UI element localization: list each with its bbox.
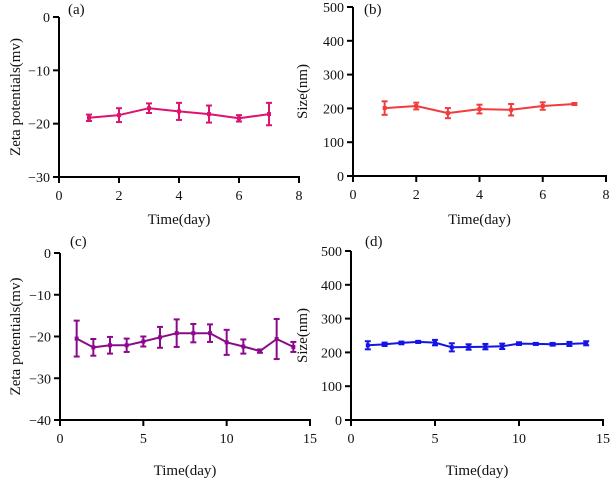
y-tick-label: 0	[44, 247, 51, 262]
x-tick-label: 15	[596, 432, 610, 447]
y-tick-label: 300	[323, 69, 344, 84]
x-tick-label: 4	[476, 188, 483, 203]
y-tick-label: −30	[28, 171, 50, 186]
data-point	[445, 111, 450, 116]
data-point	[108, 343, 112, 348]
data-point	[414, 104, 419, 109]
data-point	[584, 341, 589, 346]
x-axis-title: Time(day)	[148, 212, 211, 228]
data-point	[267, 112, 271, 117]
y-axis-title: Zeta potentials(mv)	[8, 38, 24, 156]
data-point	[365, 343, 370, 348]
panel-c: 0 −10 −20 −30 −40 0 5 10 15 Time(day) Zeta potenti…	[8, 234, 317, 478]
data-point	[540, 104, 545, 109]
data-point	[382, 342, 387, 347]
x-tick-label: 6	[236, 189, 243, 204]
panel-label: (c)	[70, 234, 87, 250]
x-tick-label: 4	[176, 189, 183, 204]
data-point	[147, 106, 151, 111]
y-tick-label: 0	[43, 11, 50, 26]
x-tick-label: 10	[220, 432, 234, 447]
data-point	[124, 343, 129, 348]
x-tick-label: 10	[512, 432, 526, 447]
data-point	[449, 345, 454, 350]
y-tick-label: 200	[321, 346, 342, 361]
y-tick-label: −10	[28, 64, 50, 79]
y-tick-label: 0	[337, 170, 344, 185]
data-point	[416, 339, 421, 344]
y-tick-label: 100	[323, 136, 344, 151]
y-tick-label: 0	[335, 414, 342, 429]
x-tick-label: 2	[116, 189, 123, 204]
panel-label: (d)	[365, 234, 383, 250]
x-tick-label: 5	[432, 432, 439, 447]
data-point	[117, 113, 121, 118]
panel-a: 0 −10 −20 −30 0 2 4 6 8 Time(day) Zeta potentials(…	[8, 2, 303, 228]
data-point	[87, 115, 91, 120]
data-point	[191, 331, 196, 336]
y-tick-label: 500	[323, 1, 344, 16]
data-point	[241, 344, 246, 349]
data-point	[382, 106, 387, 111]
y-tick-label: 500	[321, 245, 342, 260]
data-point	[207, 112, 211, 117]
x-tick-label: 0	[348, 432, 355, 447]
x-tick-label: 0	[57, 432, 64, 447]
y-tick-label: −10	[29, 289, 51, 304]
x-axis-title: Time(day)	[446, 463, 509, 478]
y-tick-label: −30	[29, 372, 51, 387]
data-point	[550, 342, 555, 347]
data-point	[291, 344, 296, 349]
y-tick-label: 300	[321, 313, 342, 328]
y-tick-label: −20	[28, 118, 50, 133]
x-tick-label: 0	[56, 189, 63, 204]
y-tick-label: −40	[29, 414, 51, 429]
data-point	[572, 102, 577, 107]
data-point	[466, 344, 471, 349]
data-point	[274, 337, 279, 342]
data-point	[74, 336, 79, 341]
data-point	[399, 340, 404, 345]
y-tick-label: 400	[323, 35, 344, 50]
data-point	[433, 340, 437, 345]
data-point	[483, 344, 488, 349]
x-axis-title: Time(day)	[154, 463, 217, 478]
data-point	[91, 345, 96, 350]
x-tick-label: 5	[140, 432, 147, 447]
x-tick-label: 0	[350, 188, 357, 203]
panel-label: (a)	[68, 2, 85, 18]
x-axis-title: Time(day)	[448, 212, 511, 228]
data-point	[509, 107, 514, 112]
data-point	[567, 341, 572, 346]
x-tick-label: 8	[603, 188, 610, 203]
data-point	[477, 107, 482, 112]
data-point	[237, 116, 241, 121]
data-point	[500, 344, 505, 349]
data-point	[224, 340, 229, 345]
y-tick-label: 100	[321, 380, 342, 395]
y-tick-label: −20	[29, 331, 51, 346]
data-point	[258, 349, 262, 354]
x-tick-label: 2	[413, 188, 420, 203]
panel-label: (b)	[364, 2, 382, 18]
panel-b: 0 100 200 300 400 500 0 2 4 6 8 Time(day) Size(nm) (b…	[295, 1, 610, 228]
y-tick-label: 200	[323, 102, 344, 117]
series-line	[367, 340, 587, 349]
data-point	[158, 335, 162, 340]
y-axis-title: Size(nm)	[295, 64, 311, 119]
data-point	[517, 341, 521, 346]
data-point	[141, 339, 146, 344]
y-tick-label: 400	[321, 279, 342, 294]
y-axis-title: Zeta potentials(mv)	[8, 278, 24, 396]
data-point	[208, 331, 212, 336]
x-tick-label: 15	[303, 432, 317, 447]
data-point	[533, 341, 538, 346]
data-point	[177, 109, 181, 114]
x-tick-label: 6	[539, 188, 546, 203]
panel-d: 0 100 200 300 400 500 0 5 10 15 Time(day) Size(nm) (…	[295, 234, 610, 478]
data-point	[174, 331, 179, 336]
y-axis-title: Size(nm)	[295, 308, 311, 363]
x-tick-label: 8	[296, 189, 303, 204]
